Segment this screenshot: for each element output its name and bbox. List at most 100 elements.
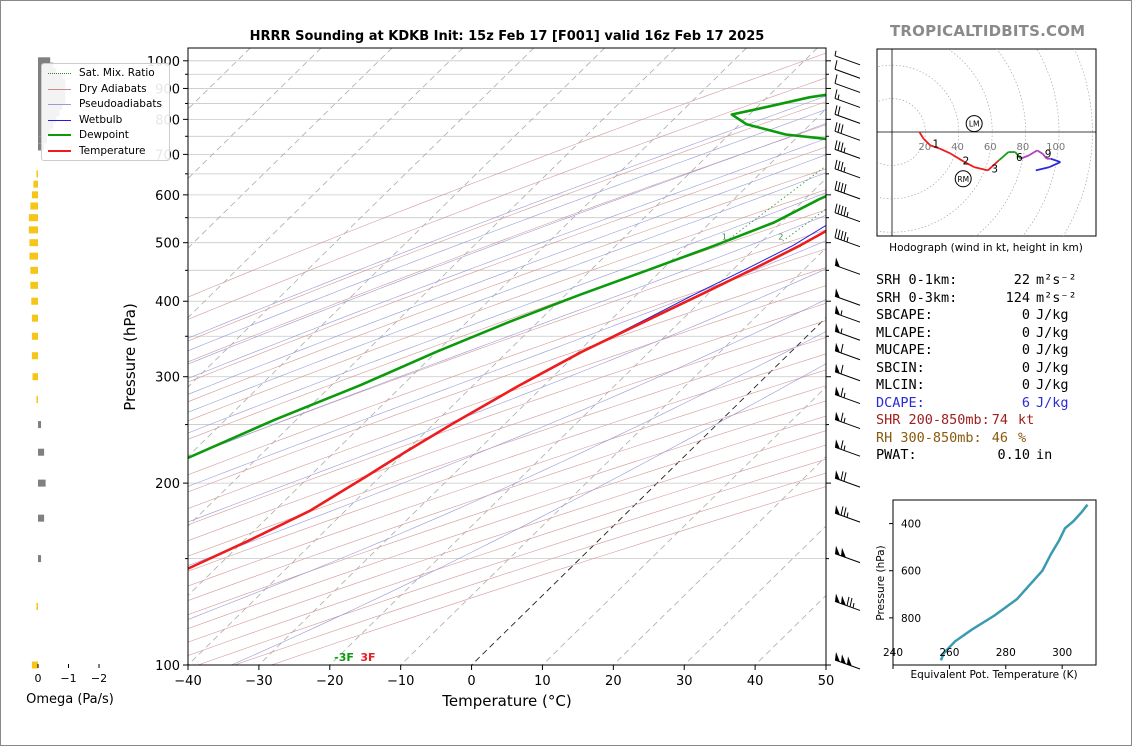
dry-adiabat	[188, 400, 826, 616]
y-tick-label: 600	[155, 189, 180, 204]
surface-dewpoint-label: -3F	[334, 651, 354, 664]
isotherm	[471, 316, 826, 665]
hodograph-segment	[918, 131, 925, 140]
hodograph-height-label: 2	[963, 155, 970, 167]
hodograph-ring	[877, 49, 993, 233]
dry-adiabat	[188, 337, 826, 557]
pseudoadiabat	[188, 95, 826, 339]
skew-t-plot: 1246810131620243036 −40−30−20−1001020304…	[121, 47, 1134, 710]
theta-e-line	[939, 503, 1089, 661]
hodograph-segment	[1028, 149, 1038, 157]
parameter-row: PWAT: 0.10 in	[876, 447, 1086, 465]
parameter-label: DCAPE:	[876, 394, 925, 411]
x-tick-label: −20	[316, 674, 343, 689]
isotherm	[329, 177, 826, 665]
dry-adiabat	[188, 385, 826, 601]
y-tick-label: 400	[155, 295, 180, 310]
x-tick-label: 50	[818, 674, 835, 689]
omega-bar	[38, 421, 42, 429]
omega-bar	[31, 332, 38, 340]
parameter-row: SBCAPE: 0 J/kg	[876, 307, 1086, 325]
dry-adiabat	[188, 124, 826, 363]
theta-e-y-tick-label: 800	[901, 613, 921, 625]
hodograph-segment	[930, 144, 941, 150]
theta-e-x-tick-label: 260	[939, 647, 959, 659]
parameter-unit: J/kg	[1036, 359, 1069, 376]
mixing-ratio-line	[954, 48, 1134, 243]
pseudoadiabat	[188, 214, 826, 458]
isotherm	[542, 386, 826, 665]
mixing-ratio-line	[1018, 48, 1134, 243]
wind-barb	[834, 122, 861, 141]
hodograph-segment	[973, 166, 989, 172]
wind-barb	[834, 50, 861, 66]
x-tick-label: 10	[534, 674, 551, 689]
parameter-row: SHR 200-850mb: 74 kt	[876, 412, 1086, 430]
dry-adiabat	[188, 303, 826, 526]
hodograph-segment	[998, 151, 1009, 162]
parameter-label: SRH 0-3km:	[876, 289, 958, 306]
omega-bar	[28, 214, 38, 222]
dry-adiabat	[188, 229, 826, 458]
hodograph-segment	[987, 159, 1000, 172]
left-mover-label: LM	[969, 120, 980, 129]
y-tick-label: 100	[155, 659, 180, 674]
parameter-row: SRH 0-3km: 124 m²s⁻²	[876, 290, 1086, 308]
hodograph-segment	[950, 152, 966, 163]
isotherm	[613, 455, 826, 665]
hodograph-segment	[964, 161, 975, 168]
surface-temperature-label: 3F	[360, 651, 375, 664]
theta-e-x-tick-label: 280	[996, 647, 1016, 659]
x-tick-label: −40	[174, 674, 201, 689]
hodograph-ring-label: 100	[1046, 142, 1065, 153]
parameter-unit: kt	[1018, 412, 1035, 428]
wind-barb	[834, 257, 861, 275]
parameter-label: MLCIN:	[876, 377, 925, 393]
hodograph-ring	[877, 64, 960, 200]
hodograph-segment	[1049, 161, 1061, 168]
parameter-value: 46	[991, 429, 1008, 446]
x-tick-label: −30	[245, 674, 272, 689]
theta-e-x-tick-label: 300	[1052, 647, 1072, 659]
mixing-ratio-label: 24	[1013, 233, 1023, 242]
mixing-ratio-label: 20	[994, 233, 1004, 242]
hodograph-segment	[922, 138, 931, 147]
isotherm	[188, 48, 818, 665]
y-tick-label: 300	[155, 371, 180, 386]
pseudoadiabat	[188, 123, 826, 365]
parameter-row: MLCIN: 0 J/kg	[876, 377, 1086, 395]
dry-adiabat	[188, 52, 826, 298]
dry-adiabat	[188, 369, 826, 587]
legend: Sat. Mix. Ratio Dry Adiabats Pseudoadiab…	[41, 63, 170, 161]
dry-adiabat	[188, 285, 826, 509]
mixing-ratio-line	[724, 165, 826, 244]
wind-barb	[834, 386, 861, 405]
theta-e-y-tick-label: 400	[901, 519, 921, 531]
dry-adiabat	[188, 101, 826, 342]
x-tick-label: 30	[676, 674, 693, 689]
parameter-label: PWAT:	[876, 447, 917, 463]
hodograph-ring	[1022, 49, 1060, 236]
wind-barb	[834, 470, 861, 488]
hodograph-segment	[1036, 149, 1044, 155]
omega-bar	[36, 396, 38, 404]
parameter-label: RH 300-850mb:	[876, 429, 982, 446]
x-tick-label: 40	[747, 674, 764, 689]
omega-bar	[38, 514, 45, 522]
parameter-table: SRH 0-1km: 22 m²s⁻² SRH 0-3km: 124 m²s⁻² SBCAP…	[876, 272, 1086, 465]
brand-logo: TROPICALTIDBITS.COM	[890, 22, 1086, 40]
parameter-label: MLCAPE:	[876, 324, 933, 341]
isotherm	[188, 48, 605, 458]
x-tick-label: −10	[387, 674, 414, 689]
parameter-row: SRH 0-1km: 22 m²s⁻²	[876, 272, 1086, 290]
mixing-ratio-label: 2	[778, 233, 783, 242]
parameter-unit: J/kg	[1036, 324, 1069, 341]
omega-bar	[30, 281, 38, 289]
mixing-ratio-line	[1062, 48, 1134, 243]
mixing-ratio-label: 13	[949, 233, 959, 242]
wind-barb	[834, 60, 861, 79]
dry-adiabat	[188, 77, 826, 320]
skew-t-frame	[187, 47, 827, 666]
